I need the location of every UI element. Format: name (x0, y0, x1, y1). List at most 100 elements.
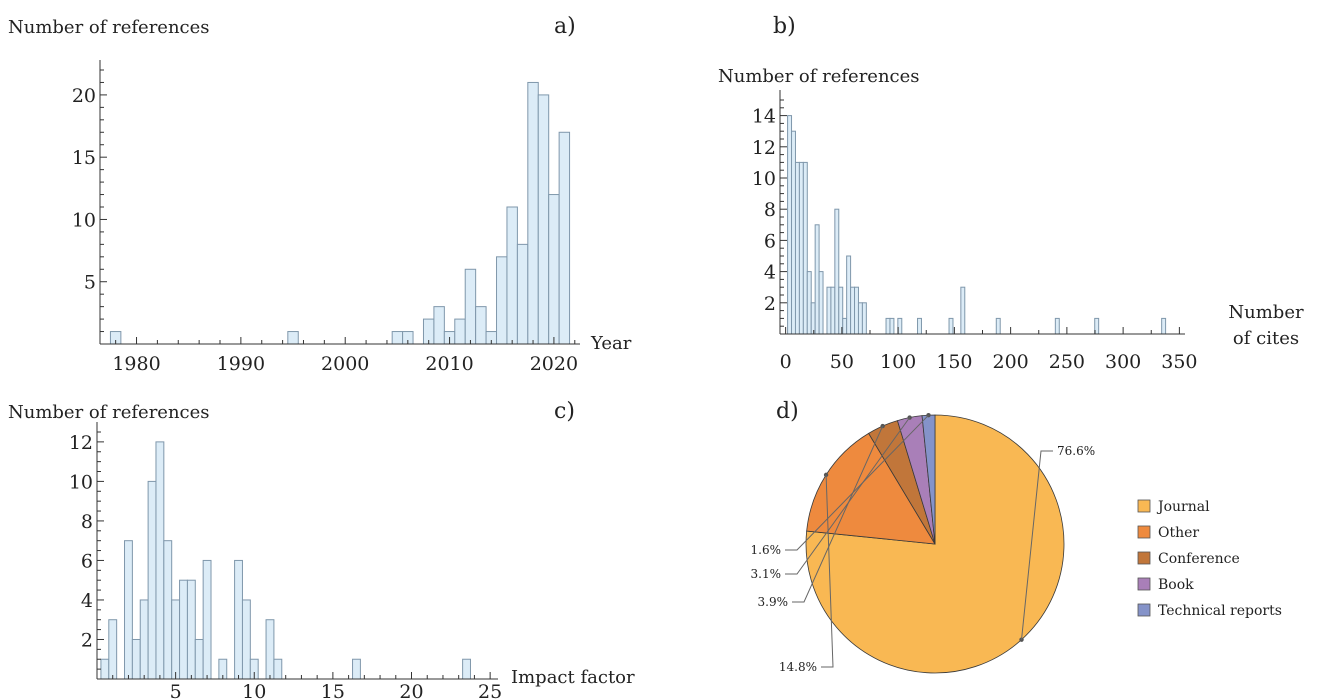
legend-label: Book (1158, 577, 1194, 593)
bar-b-26 (1054, 317, 1060, 335)
pie-leader-line (821, 474, 834, 668)
y-tick-label-c: 12 (69, 432, 93, 454)
y-tick-label-b: 2 (764, 293, 776, 315)
bar-c-1 (108, 619, 118, 680)
bar-b-2 (794, 161, 800, 335)
x-tick-label-a: 2000 (321, 353, 369, 375)
bar-b-28 (1161, 317, 1167, 335)
bar-b-10 (830, 286, 836, 335)
y-axis-label-a: Number of references (8, 17, 210, 38)
bar-c-9 (179, 579, 188, 680)
panel-label-b: b) (773, 14, 796, 39)
legend-label: Journal (1156, 499, 1210, 515)
bar-b-23 (948, 317, 954, 335)
y-tick-label-b: 6 (764, 230, 776, 252)
x-axis-label-b: Number (1228, 302, 1304, 323)
pie-slice-label: 14.8% (779, 660, 817, 674)
bar-b-14 (846, 255, 852, 335)
y-tick-label-b: 10 (752, 168, 776, 190)
x-axis-label-a: Year (590, 333, 632, 354)
x-tick-label-c: 20 (399, 681, 423, 700)
bar-c-8 (171, 599, 181, 680)
bar-b-1 (791, 130, 796, 335)
y-tick-label-c: 8 (81, 511, 93, 533)
y-tick-label-a: 20 (72, 85, 96, 107)
x-tick-label-c: 5 (170, 681, 182, 700)
legend-swatch-technical-reports (1137, 603, 1151, 617)
bar-c-12 (202, 559, 212, 680)
legend-label: Conference (1158, 551, 1240, 567)
x-tick-label-a: 1990 (217, 353, 265, 375)
bar-b-16 (854, 286, 859, 335)
bar-c-4 (139, 599, 149, 680)
bar-b-12 (838, 286, 844, 335)
bar-a-11 (496, 256, 508, 345)
bar-c-18 (273, 658, 283, 680)
x-tick-label-c: 15 (321, 681, 345, 700)
bar-c-10 (186, 579, 196, 680)
pie-slice-label: 3.9% (758, 595, 789, 609)
x-axis-label-c: Impact factor (511, 667, 635, 688)
y-tick-label-b: 14 (752, 106, 776, 128)
bar-a-2 (391, 331, 404, 345)
bar-b-3 (798, 161, 804, 335)
bar-c-6 (155, 441, 165, 680)
bar-c-14 (234, 559, 243, 680)
bar-c-2 (124, 540, 133, 680)
x-tick-label-b: 100 (880, 351, 916, 373)
bar-b-9 (826, 286, 832, 335)
y-tick-label-a: 15 (72, 147, 96, 169)
legend-swatch-conference (1137, 551, 1151, 565)
panel-label-a: a) (554, 14, 576, 39)
bar-c-7 (163, 540, 173, 680)
x-tick-label-c: 10 (242, 681, 266, 700)
bar-b-6 (810, 302, 816, 335)
bar-b-15 (850, 286, 856, 335)
x-tick-label-b: 50 (830, 351, 854, 373)
bar-b-20 (889, 317, 895, 335)
x-tick-label-a: 2020 (530, 353, 578, 375)
legend-swatch-book (1137, 577, 1151, 591)
bar-c-0 (100, 658, 110, 680)
x-tick-label-b: 350 (1161, 351, 1197, 373)
pie-slice-label: 1.6% (751, 543, 782, 557)
bar-a-17 (558, 131, 571, 345)
panel-label-c: c) (554, 399, 575, 424)
bar-b-7 (814, 224, 820, 335)
bar-c-19 (352, 658, 361, 680)
bar-a-8 (464, 268, 477, 345)
x-tick-label-a: 2010 (425, 353, 473, 375)
bar-a-13 (516, 243, 529, 345)
y-tick-label-b: 8 (764, 199, 776, 221)
bar-c-5 (147, 480, 157, 680)
bar-b-24 (960, 286, 966, 335)
pie-leader-line (785, 414, 929, 551)
bar-a-15 (537, 94, 550, 345)
bar-a-1 (287, 331, 299, 345)
bar-c-11 (194, 638, 204, 680)
bar-a-14 (527, 81, 539, 345)
bar-a-16 (548, 194, 560, 345)
legend-swatch-other (1137, 525, 1151, 539)
y-axis-label-b: Number of references (718, 66, 920, 87)
bar-c-20 (462, 658, 471, 680)
bar-b-17 (857, 302, 863, 335)
bar-a-7 (454, 318, 466, 345)
bar-c-17 (265, 619, 275, 680)
y-tick-label-c: 4 (81, 590, 93, 612)
x-tick-label-b: 150 (936, 351, 972, 373)
y-tick-label-b: 12 (752, 137, 776, 159)
panel-label-d: d) (776, 399, 799, 424)
y-tick-label-c: 10 (69, 471, 93, 493)
y-tick-label-c: 2 (81, 629, 93, 651)
y-axis-label-c: Number of references (8, 402, 210, 423)
bar-c-15 (241, 599, 251, 680)
bar-b-4 (802, 161, 808, 335)
legend-label: Technical reports (1158, 603, 1282, 619)
bar-b-25 (995, 317, 1001, 335)
bar-b-18 (861, 302, 867, 335)
pie-leader-line (1021, 450, 1053, 640)
x-tick-label-b: 250 (1049, 351, 1085, 373)
bar-b-11 (834, 208, 840, 335)
